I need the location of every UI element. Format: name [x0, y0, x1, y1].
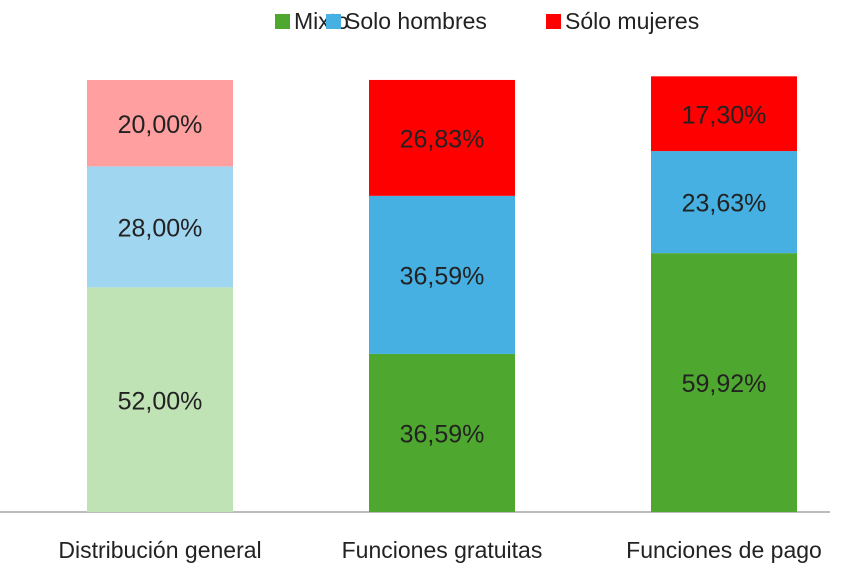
legend-swatch — [326, 14, 341, 29]
legend-swatch — [546, 14, 561, 29]
bar-segment — [651, 253, 797, 512]
data-label: 36,59% — [400, 421, 485, 449]
legend-swatch — [275, 14, 290, 29]
bar-segment — [87, 80, 233, 167]
data-label: 59,92% — [682, 370, 767, 398]
bar-segment — [651, 151, 797, 254]
x-tick-label: Distribución general — [58, 537, 261, 563]
x-tick-label: Funciones gratuitas — [342, 537, 543, 563]
data-label: 20,00% — [118, 111, 203, 139]
data-label: 26,83% — [400, 126, 485, 154]
bar-segment — [369, 79, 515, 196]
data-label: 52,00% — [118, 387, 203, 415]
bar-segment — [651, 76, 797, 152]
bar-segment — [87, 166, 233, 288]
bar-segment — [87, 287, 233, 512]
data-label: 17,30% — [682, 101, 767, 129]
data-label: 23,63% — [682, 190, 767, 218]
legend-label: Sólo mujeres — [565, 8, 699, 34]
legend-label: Solo hombres — [345, 8, 487, 34]
x-tick-label: Funciones de pago — [626, 537, 822, 563]
data-label: 28,00% — [118, 214, 203, 242]
bar-segment — [369, 195, 515, 354]
bar-segment — [369, 353, 515, 512]
data-label: 36,59% — [400, 263, 485, 291]
